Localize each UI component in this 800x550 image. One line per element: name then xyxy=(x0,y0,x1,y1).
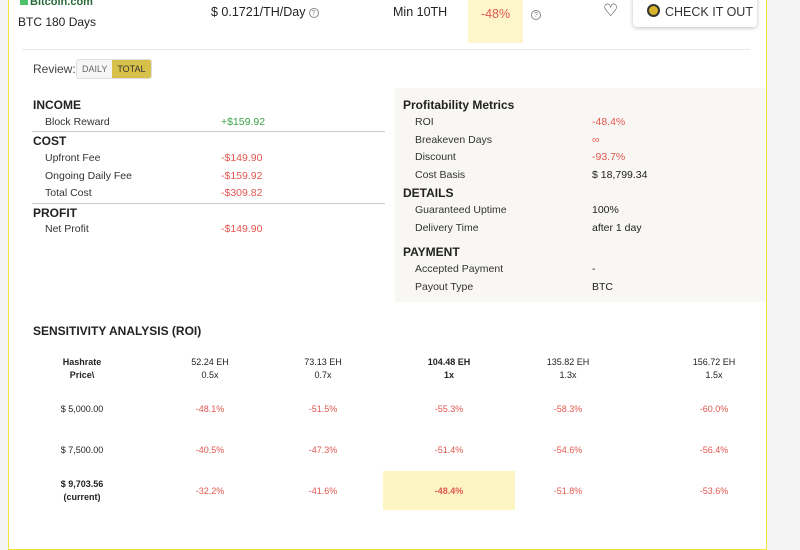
cost-title: COST xyxy=(33,134,67,148)
corner-price: Price\ xyxy=(69,370,95,380)
price-note: (current) xyxy=(63,492,101,502)
hashrate-multiplier: 0.5x xyxy=(201,370,219,380)
roi-cell: -56.4% xyxy=(699,445,729,455)
toggle-daily[interactable]: DAILY xyxy=(77,60,113,78)
cost-label: Upfront Fee xyxy=(45,152,101,164)
hashrate-multiplier: 1.3x xyxy=(559,370,577,380)
brand-name: Bitcoin.com xyxy=(30,0,93,8)
current-highlight xyxy=(383,471,515,510)
hashrate-header: 52.24 EH 0.5x xyxy=(150,356,270,382)
roi-cell: -51.4% xyxy=(434,445,464,455)
hashrate-value: 156.72 EH xyxy=(692,357,736,367)
roi-cell: -48.1% xyxy=(195,404,225,414)
hashrate-value: 104.48 EH xyxy=(427,357,471,367)
check-it-out-button[interactable]: CHECK IT OUT xyxy=(633,0,757,27)
metrics-title: Profitability Metrics xyxy=(403,98,515,112)
price-value: $ 9,703.56 xyxy=(60,479,104,489)
brand-logo: Bitcoin.com xyxy=(20,0,93,8)
income-title: INCOME xyxy=(33,98,81,112)
price-row-header: $ 9,703.56 (current) xyxy=(22,478,142,504)
hashrate-value: 135.82 EH xyxy=(546,357,590,367)
metrics-label: Cost Basis xyxy=(415,169,466,182)
roi-cell: -60.0% xyxy=(699,404,729,414)
hashrate-multiplier: 1.5x xyxy=(705,370,723,380)
price: $ 0.1721/TH/Day? xyxy=(211,5,319,19)
brand-logo-icon xyxy=(20,0,28,5)
income-label: Block Reward xyxy=(45,116,110,128)
metrics-value: ∞ xyxy=(592,133,600,146)
divider xyxy=(32,131,385,132)
price-value: $ 7,500.00 xyxy=(60,445,104,455)
toggle-total[interactable]: TOTAL xyxy=(112,60,151,78)
roi-cell: -51.5% xyxy=(308,404,338,414)
metrics-label: Discount xyxy=(415,151,456,164)
roi-cell: -54.6% xyxy=(553,445,583,455)
profit-title: PROFIT xyxy=(33,206,77,220)
roi-cell: -53.6% xyxy=(699,486,729,496)
details-value: after 1 day xyxy=(592,221,642,234)
details-label: Delivery Time xyxy=(415,221,479,234)
metrics-value: -48.4% xyxy=(592,116,626,128)
price-row-header: $ 5,000.00 xyxy=(22,403,142,416)
metrics-panel xyxy=(395,88,766,302)
minimum-order: Min 10TH xyxy=(393,5,448,19)
metrics-label: Breakeven Days xyxy=(415,133,493,146)
corner-hashrate: Hashrate xyxy=(62,357,102,367)
hashrate-value: 52.24 EH xyxy=(191,357,229,367)
payment-label: Payout Type xyxy=(415,280,474,293)
roi-cell: -32.2% xyxy=(195,486,225,496)
divider xyxy=(22,49,750,50)
cost-value: -$309.82 xyxy=(221,187,263,199)
hashrate-header: 156.72 EH 1.5x xyxy=(654,356,774,382)
roi-cell: -40.5% xyxy=(195,445,225,455)
details-value: 100% xyxy=(592,204,619,216)
payment-value: BTC xyxy=(592,280,613,293)
hashrate-header: 135.82 EH 1.3x xyxy=(508,356,628,382)
price-row-header: $ 7,500.00 xyxy=(22,444,142,457)
details-title: DETAILS xyxy=(403,186,454,200)
divider xyxy=(32,203,385,204)
hashrate-value: 73.13 EH xyxy=(304,357,342,367)
discount-help: ? xyxy=(528,5,541,23)
question-circle-icon[interactable]: ? xyxy=(531,10,541,20)
corner-header: Hashrate Price\ xyxy=(22,356,142,382)
roi-cell: -47.3% xyxy=(308,445,338,455)
payment-value: - xyxy=(592,263,596,275)
price-value: $ 0.1721/TH/Day xyxy=(211,5,306,19)
roi-cell: -48.4% xyxy=(434,486,464,496)
price-value: $ 5,000.00 xyxy=(60,404,104,414)
metrics-label: ROI xyxy=(415,116,434,128)
cost-label: Ongoing Daily Fee xyxy=(45,169,132,182)
metrics-value: -93.7% xyxy=(592,151,626,164)
roi-cell: -55.3% xyxy=(434,404,464,414)
details-label: Guaranteed Uptime xyxy=(415,204,507,216)
roi-cell: -51.8% xyxy=(553,486,583,496)
review-label: Review: xyxy=(33,62,76,76)
cost-label: Total Cost xyxy=(45,187,92,199)
question-circle-icon[interactable]: ? xyxy=(308,8,319,18)
profit-value: -$149.90 xyxy=(221,223,263,235)
metrics-value: $ 18,799.34 xyxy=(592,169,648,182)
coin-icon xyxy=(647,4,660,17)
sensitivity-title: SENSITIVITY ANALYSIS (ROI) xyxy=(33,324,202,338)
hashrate-header: 73.13 EH 0.7x xyxy=(263,356,383,382)
product-name: BTC 180 Days xyxy=(18,15,97,29)
heart-icon[interactable]: ♡ xyxy=(603,1,619,20)
hashrate-multiplier: 0.7x xyxy=(314,370,332,380)
cost-value: -$149.90 xyxy=(221,152,263,164)
check-it-out-label: CHECK IT OUT xyxy=(665,5,753,19)
discount-badge: -48% xyxy=(468,0,523,43)
cost-value: -$159.92 xyxy=(221,169,263,182)
review-toggle: DAILY TOTAL xyxy=(76,59,152,79)
roi-cell: -58.3% xyxy=(553,404,583,414)
payment-label: Accepted Payment xyxy=(415,263,504,275)
roi-cell: -41.6% xyxy=(308,486,338,496)
income-value: +$159.92 xyxy=(221,116,266,128)
hashrate-multiplier: 1x xyxy=(443,370,454,380)
payment-title: PAYMENT xyxy=(403,245,460,259)
hashrate-header: 104.48 EH 1x xyxy=(389,356,509,382)
profit-label: Net Profit xyxy=(45,223,89,235)
